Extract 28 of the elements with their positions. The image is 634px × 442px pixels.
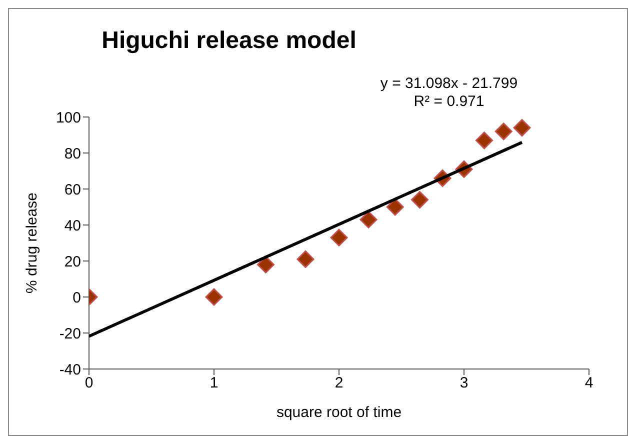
text: y = 31.098x - 21.799: [379, 75, 519, 92]
point: [330, 228, 348, 246]
y-axis-title: % drug release: [23, 192, 40, 294]
y-tick-label: 0: [72, 289, 81, 306]
y-tick-label: 40: [64, 217, 81, 234]
x-axis-title: square root of time: [276, 404, 402, 421]
x-tick-label: 1: [210, 374, 218, 392]
chart-title: Higuchi release model: [100, 27, 358, 55]
text: R² = 0.971: [412, 93, 486, 110]
y-tick-label: 20: [64, 253, 81, 270]
point: [494, 122, 512, 140]
y-tick-label: -20: [59, 325, 81, 342]
x-tick-label: 2: [334, 374, 344, 392]
point: [411, 191, 428, 209]
point: [296, 250, 314, 268]
x-tick-label: 4: [584, 374, 594, 392]
point: [513, 119, 531, 137]
point: [257, 256, 274, 274]
point: [205, 288, 223, 306]
y-tick-label: 60: [64, 181, 81, 198]
x-tick-label: 0: [84, 374, 94, 392]
point: [360, 210, 378, 228]
y-tick-label: 80: [64, 145, 81, 162]
point: [476, 132, 493, 150]
y-tick-label: -40: [59, 361, 81, 378]
point: [386, 198, 404, 216]
y-tick-label: 100: [56, 109, 81, 126]
x-tick-label: 3: [460, 374, 468, 392]
